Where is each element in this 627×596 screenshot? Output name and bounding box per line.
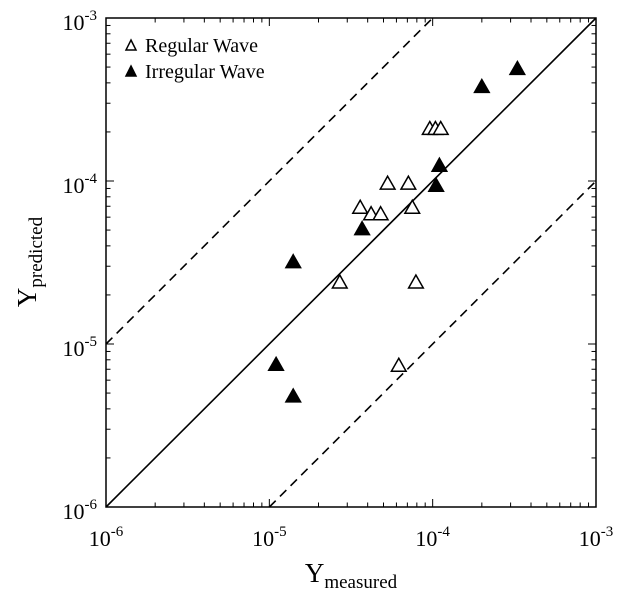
y-axis-label-main: Y — [12, 288, 42, 308]
x-axis-label: Ymeasured — [305, 558, 398, 593]
regular-wave-point — [403, 198, 421, 214]
x-tick-label: 10-3 — [579, 524, 614, 551]
y-axis-label: Ypredicted — [12, 216, 47, 307]
y-tick-label: 10-4 — [63, 171, 98, 198]
legend-label-regular: Regular Wave — [145, 35, 258, 57]
y-axis-label-sub: predicted — [26, 216, 47, 287]
irregular-wave-point — [473, 77, 491, 94]
data-markers — [267, 59, 526, 403]
regular-wave-point — [372, 205, 390, 221]
reference-line-lower-bound — [268, 180, 597, 508]
y-tick-label: 10-6 — [63, 497, 98, 524]
irregular-wave-point — [267, 355, 285, 372]
regular-wave-point — [399, 174, 417, 190]
legend: Regular Wave Irregular Wave — [124, 35, 265, 83]
regular-wave-point — [390, 356, 408, 373]
regular-wave-point — [379, 174, 397, 190]
x-tick-label: 10-4 — [415, 524, 450, 551]
legend-label-irregular: Irregular Wave — [145, 61, 265, 83]
reference-lines — [105, 17, 597, 508]
x-axis-label-sub: measured — [324, 572, 397, 593]
legend-marker-irregular — [124, 64, 138, 77]
y-tick-label: 10-5 — [63, 334, 98, 361]
irregular-wave-point — [427, 176, 445, 193]
x-axis-label-main: Y — [305, 558, 325, 588]
regular-wave-point — [432, 119, 450, 136]
x-tick-label: 10-5 — [252, 524, 287, 551]
tick-labels: 10-6 10-5 10-4 10-3 10-6 10-5 10-4 10-3 — [63, 8, 614, 551]
legend-marker-regular — [124, 38, 138, 51]
irregular-wave-point — [430, 156, 449, 172]
irregular-wave-point — [284, 387, 302, 403]
reference-line-one-to-one — [105, 17, 597, 508]
plot-frame — [105, 17, 597, 508]
regular-wave-point — [331, 273, 349, 289]
x-tick-label: 10-6 — [89, 524, 124, 551]
axis-ticks — [105, 17, 597, 508]
reference-line-upper-bound — [105, 17, 434, 345]
regular-wave-point — [351, 198, 369, 214]
irregular-wave-point — [284, 253, 302, 269]
irregular-wave-point — [508, 59, 526, 76]
irregular-wave-point — [353, 220, 371, 236]
regular-wave-point — [407, 273, 425, 289]
y-tick-label: 10-3 — [63, 8, 98, 35]
